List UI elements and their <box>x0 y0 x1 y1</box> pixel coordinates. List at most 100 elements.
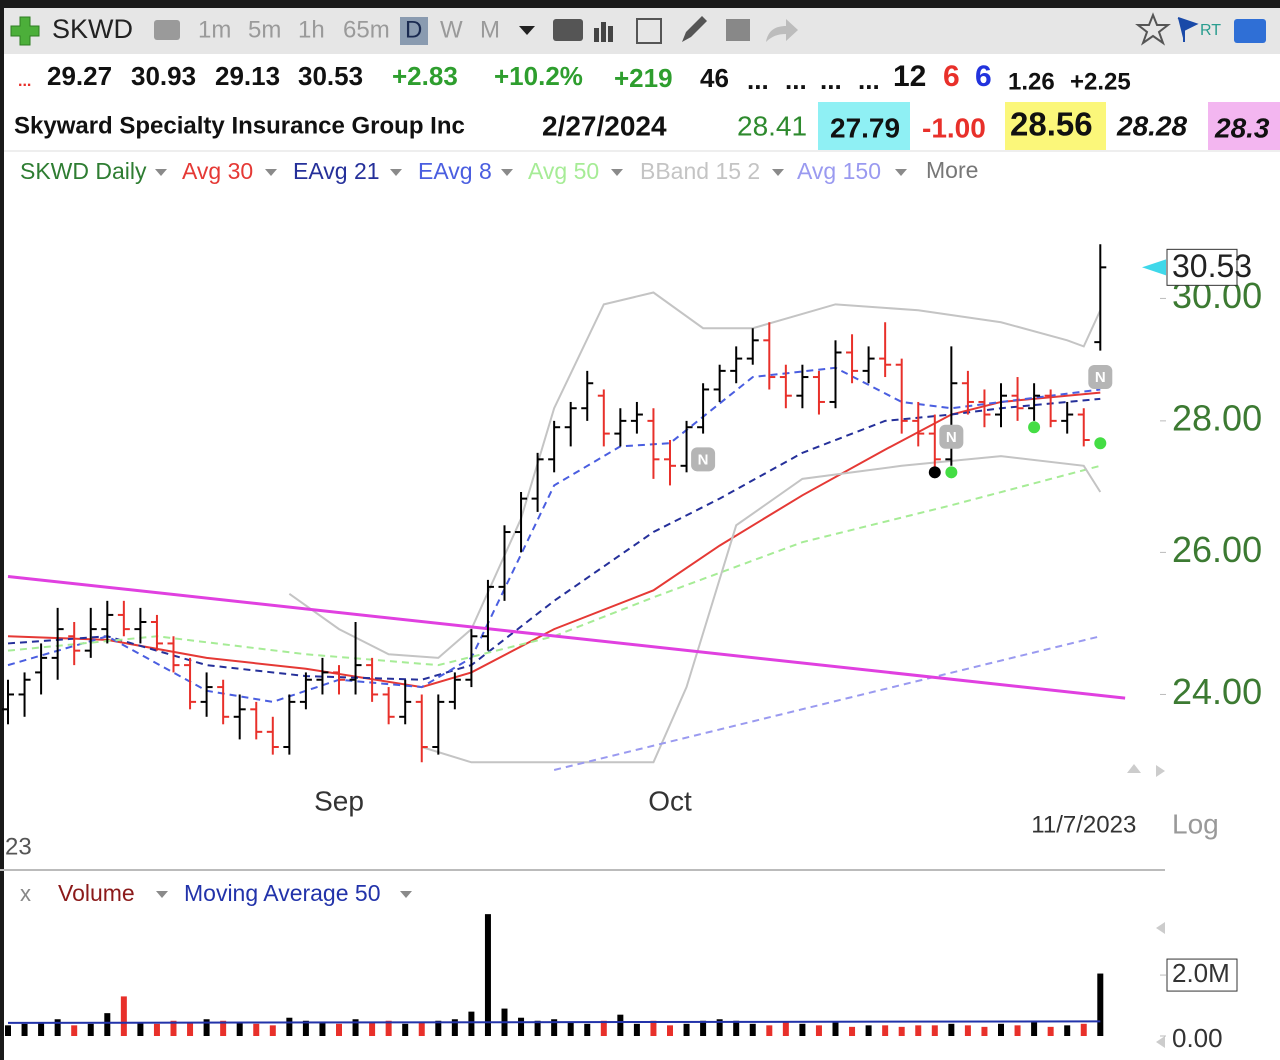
symbol[interactable]: SKWD <box>52 14 133 44</box>
more-button[interactable]: More <box>926 157 978 183</box>
volume-bar <box>600 1020 607 1036</box>
corner-label: 23 <box>5 833 32 860</box>
legend-item[interactable]: Avg 150 <box>797 158 881 184</box>
volume-bar <box>815 1025 822 1036</box>
interval[interactable]: 5m <box>248 16 281 43</box>
legend-item[interactable]: BBand 15 2 <box>640 158 760 184</box>
quote-date: 2/27/2024 <box>542 110 667 141</box>
tick-box <box>1166 958 1238 992</box>
interval[interactable]: 1m <box>198 16 231 43</box>
volume-bar <box>882 1025 889 1036</box>
volume-bar <box>187 1022 194 1036</box>
interval[interactable]: 65m <box>343 16 390 43</box>
print-icon[interactable] <box>154 20 180 40</box>
highlight <box>1208 102 1280 150</box>
quote-item: 6 <box>943 60 960 93</box>
notes-icon[interactable] <box>726 19 750 41</box>
volume-bar <box>369 1022 376 1036</box>
dropdown[interactable] <box>265 169 277 176</box>
top-border <box>0 0 1280 8</box>
name-row: Skyward Specialty Insurance Group Inc 2/… <box>14 102 1280 150</box>
volume-bar <box>236 1022 243 1036</box>
legend-item[interactable]: Avg 30 <box>182 158 253 184</box>
last-price: 30.53 <box>1172 248 1252 284</box>
legend-item[interactable]: SKWD Daily <box>20 158 147 184</box>
close-button[interactable]: x <box>20 881 31 906</box>
volume-bar <box>54 1019 61 1036</box>
scale-label[interactable]: Log <box>1172 808 1219 839</box>
volume-bar <box>766 1025 773 1036</box>
event-label: N <box>1095 369 1106 386</box>
legend-item[interactable]: Moving Average 50 <box>184 880 381 906</box>
dropdown[interactable] <box>772 169 784 176</box>
grid-icon[interactable] <box>636 18 662 44</box>
dropdown[interactable] <box>155 169 167 176</box>
legend-item[interactable]: Volume <box>58 880 135 906</box>
dropdown[interactable] <box>156 891 168 898</box>
legend: SKWD Daily More Avg 30 EAvg 21 EAvg 8 Avg 5… <box>20 157 978 184</box>
s-icon[interactable] <box>1234 19 1266 43</box>
interval[interactable]: M <box>480 16 500 43</box>
star-icon[interactable] <box>1135 12 1171 46</box>
interval[interactable]: 1h <box>298 16 325 43</box>
quote-item: +10.2% <box>494 61 583 91</box>
share-icon[interactable] <box>766 19 798 42</box>
quote-item: 12 <box>893 60 926 93</box>
y-tick-label: 0.00 <box>1172 1023 1223 1053</box>
volume-bar <box>203 1019 210 1036</box>
dropdown[interactable] <box>390 169 402 176</box>
flag-icon[interactable] <box>1177 17 1199 42</box>
quote-item: ... <box>820 65 842 95</box>
legend-item[interactable]: EAvg 8 <box>418 158 492 184</box>
scroll-up[interactable] <box>1127 764 1141 773</box>
legend-item[interactable]: Avg 50 <box>528 158 599 184</box>
volume-bar <box>418 1022 425 1036</box>
add-button[interactable] <box>10 16 40 46</box>
pencil-icon[interactable] <box>682 16 707 42</box>
volume-bar <box>749 1023 756 1036</box>
quote-item: 46 <box>700 63 729 93</box>
volume-bar <box>964 1025 971 1036</box>
dropdown[interactable] <box>400 891 412 898</box>
toolbar-items: SKWD 1m 5m 1h 65m D W M RT <box>10 12 1266 46</box>
volume-bar <box>286 1017 293 1036</box>
dropdown[interactable] <box>501 169 513 176</box>
volume-bar <box>385 1020 392 1036</box>
y-tick-label: 24.00 <box>1172 671 1262 712</box>
scroll-left[interactable] <box>1156 1036 1165 1048</box>
volume-bar <box>38 1022 45 1036</box>
volume-bar <box>1031 1022 1038 1036</box>
scroll-left[interactable] <box>1156 922 1165 934</box>
volume-bar <box>1064 1025 1071 1036</box>
tv-icon[interactable] <box>553 19 583 41</box>
dropdown[interactable] <box>895 169 907 176</box>
event-badge <box>939 424 964 449</box>
volume-bar <box>104 1013 111 1036</box>
volume-bar <box>1014 1025 1021 1036</box>
dropdown[interactable] <box>611 169 623 176</box>
volume-bar <box>716 1019 723 1036</box>
volume-bar <box>931 1025 938 1036</box>
interval[interactable]: D <box>405 16 422 43</box>
interval[interactable]: W <box>440 16 463 43</box>
quote-item: 28.41 <box>737 110 807 141</box>
indicator-line <box>7 397 1101 681</box>
legend-item[interactable]: EAvg 21 <box>293 158 380 184</box>
scroll-left[interactable] <box>1156 765 1165 777</box>
volume-bar <box>220 1020 227 1036</box>
volume-bar <box>451 1019 458 1036</box>
indicator-line <box>7 574 1126 700</box>
quote-item: 6 <box>975 60 992 93</box>
indicator-line <box>7 366 1101 703</box>
volume-bar <box>484 914 491 1036</box>
dropdown[interactable] <box>519 26 535 35</box>
quote-item: ... <box>858 65 880 95</box>
quote-item: +219 <box>614 63 673 93</box>
bars-icon[interactable] <box>594 22 613 42</box>
rt-label: RT <box>1200 22 1221 39</box>
quote-item: +2.25 <box>1070 68 1131 95</box>
highlight <box>818 102 910 150</box>
volume-bar <box>998 1023 1004 1036</box>
volume-bar <box>849 1026 856 1036</box>
volume-bar <box>137 1022 144 1036</box>
